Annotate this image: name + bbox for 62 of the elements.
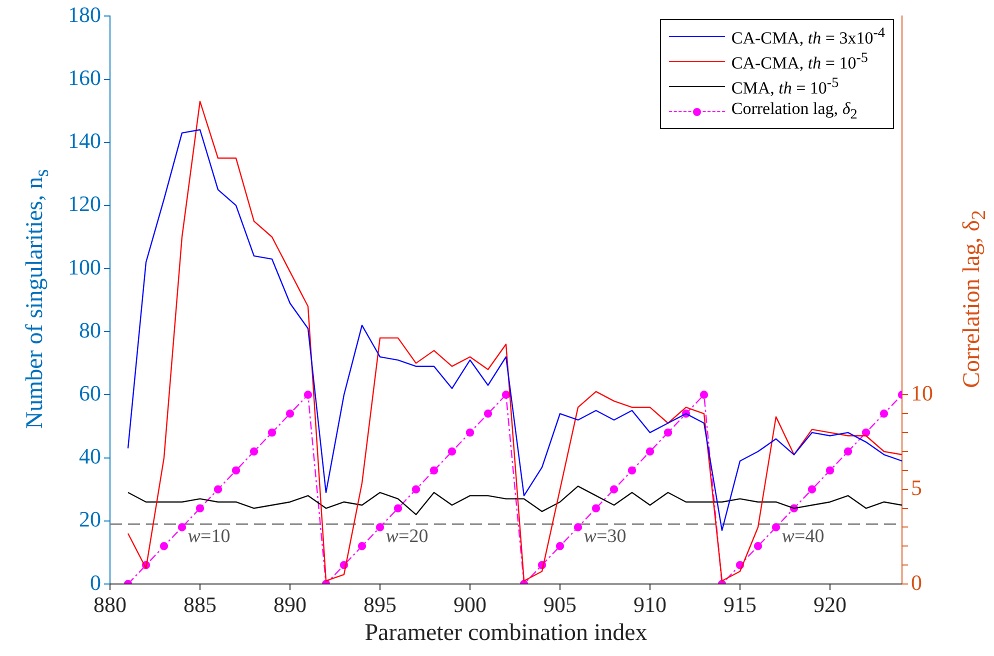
point [628,466,636,475]
point [610,485,618,494]
y-tick-label: 60 [79,380,101,406]
y-tick-label: 100 [68,254,101,280]
y-tick-label: 20 [79,506,101,532]
point [214,485,222,494]
point [268,428,276,437]
point [880,410,888,418]
x-tick-label: 900 [454,592,486,617]
point [844,447,852,456]
point [826,466,834,475]
point [772,523,780,532]
annotation: w=40 [782,526,824,548]
legend-label: CMA, th = 10$^{-5}$ [731,74,839,98]
point [664,428,672,437]
point [304,390,312,399]
point [484,410,492,418]
y-tick-label: 120 [68,191,101,216]
x-tick-label: 895 [364,592,396,617]
point [178,523,186,532]
point [466,428,474,437]
y-tick-label: 40 [79,444,101,469]
point [394,504,402,512]
legend-label: CA-CMA, th = 3x10$^{-4}$ [731,24,885,48]
point [574,523,582,532]
point [376,523,384,532]
x-tick-label: 905 [544,592,576,617]
y2-tick-label: 0 [911,570,922,595]
point [556,542,564,550]
point [592,504,600,512]
point [430,466,438,475]
point [808,485,816,494]
point [646,447,654,456]
legend-label: CA-CMA, th = 10$^{-5}$ [731,50,868,74]
point [700,390,708,399]
point [862,428,870,437]
point [286,410,294,418]
legend-label: Correlation lag, δ$_{2}$ [731,99,858,124]
annotation: w=30 [584,526,626,548]
point [160,542,168,550]
y-tick-label: 160 [68,65,101,90]
point [358,542,366,550]
y-tick-label: 80 [79,317,101,342]
x-axis-title: Parameter combination index [364,620,648,647]
x-tick-label: 910 [634,592,666,617]
point [196,504,204,512]
point [448,447,456,456]
point [250,447,258,456]
point [412,485,420,494]
annotation: w=10 [188,526,230,548]
x-tick-label: 885 [184,592,216,617]
point [754,542,762,550]
y-tick-label: 180 [68,2,101,27]
x-tick-label: 915 [724,592,756,617]
y-tick-label: 140 [68,128,101,154]
y2-tick-label: 10 [911,380,933,406]
x-tick-label: 920 [814,592,846,617]
point [502,390,510,399]
x-tick-label: 890 [274,592,306,617]
annotation: w=20 [386,526,428,548]
point [232,466,240,475]
y2-tick-label: 5 [911,475,922,500]
